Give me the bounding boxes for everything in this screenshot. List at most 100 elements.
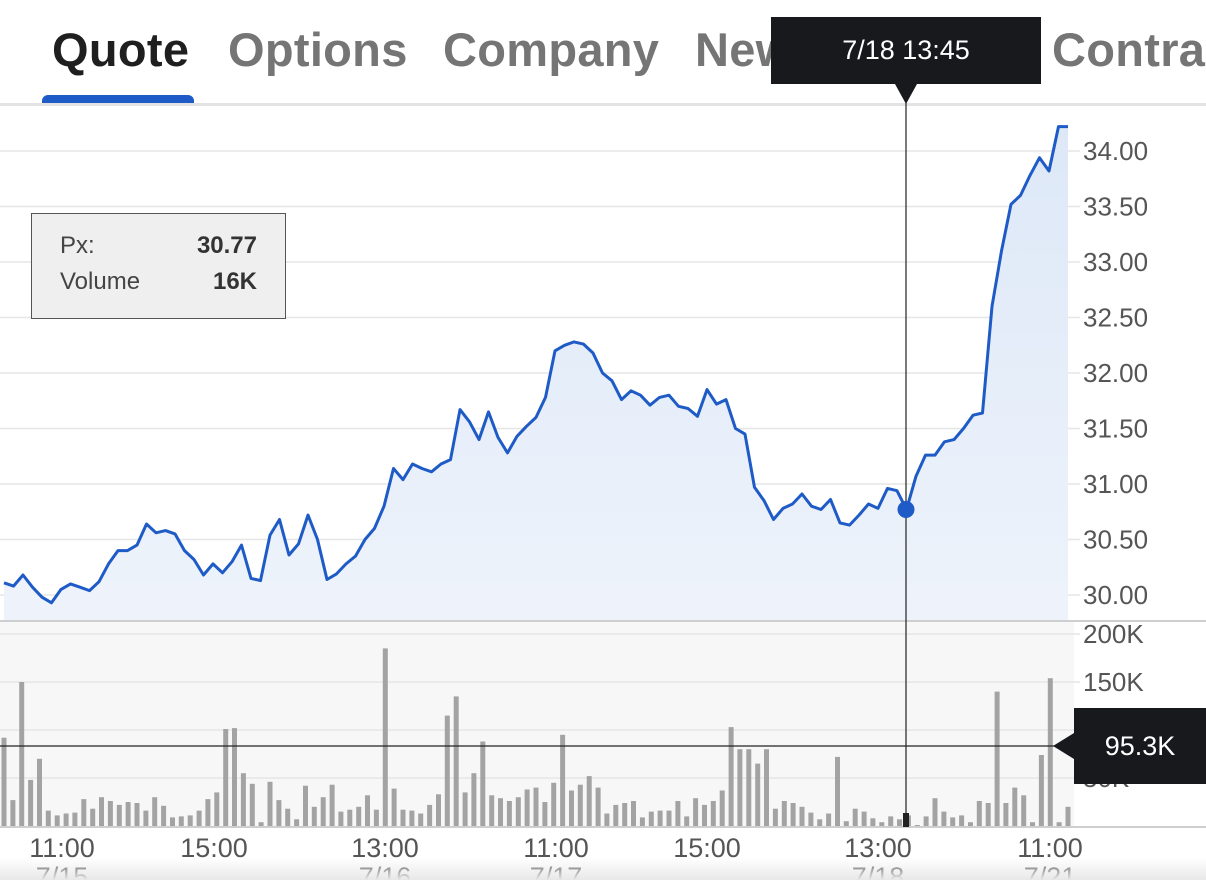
volume-bar [28,779,34,826]
volume-bar [542,802,548,826]
volume-value: 16K [212,268,257,295]
time-tooltip-pointer [895,84,917,104]
price-tick-label: 31.00 [1083,469,1148,499]
volume-bar [134,803,140,826]
price-tick-label: 33.00 [1083,247,1148,277]
volume-bar [985,803,991,826]
volume-bar [790,803,796,826]
volume-bar [835,756,840,826]
volume-bar [710,801,716,826]
volume-bar [950,817,956,826]
volume-bar [914,825,920,826]
volume-bar [462,792,468,826]
volume-tick-label: 150K [1083,667,1144,697]
volume-bar [861,811,867,826]
price-label: Px: [60,232,95,259]
volume-bar [551,782,557,826]
price-tick-label: 30.00 [1083,580,1148,610]
volume-bar [45,810,51,826]
volume-bar [932,798,938,826]
price-tick-label: 33.50 [1083,192,1148,222]
price-value: 30.77 [196,232,257,259]
volume-bar [639,817,645,826]
volume-bar [329,784,335,826]
volume-bar [533,787,539,826]
volume-bar [125,802,131,826]
volume-bar [1056,822,1062,826]
volume-bar [1047,678,1053,826]
volume-bar [214,792,220,826]
volume-label: Volume [60,268,141,295]
volume-bar [781,801,787,826]
volume-bar [72,812,78,826]
volume-bar [187,815,193,826]
volume-bar [480,741,486,826]
volume-bar [382,648,388,826]
volume-bar [152,797,158,826]
volume-bar [54,815,60,826]
volume-bar [826,813,832,826]
volume-bar [418,813,424,826]
volume-bar [772,808,778,826]
volume-bar [37,758,42,826]
volume-bar [276,800,282,826]
price-area [4,126,1068,621]
tab-quote[interactable]: Quote [52,23,190,76]
active-tab-indicator [42,95,194,103]
volume-bar [471,773,477,826]
volume-bar [258,822,264,826]
volume-bar [489,795,495,826]
volume-bar [249,783,255,826]
volume-bar [427,804,433,826]
volume-bar [808,812,814,826]
volume-bar [303,785,308,826]
volume-bar [817,819,823,826]
volume-bar [976,801,982,826]
volume-bar [595,787,601,826]
volume-bar [702,804,707,826]
volume-bar [923,816,929,826]
tab-company[interactable]: Company [443,23,660,76]
bottom-fade [0,858,1206,880]
volume-bar [515,797,521,826]
tab-contracts[interactable]: Contracts [1052,23,1206,76]
volume-bar [577,784,583,826]
volume-bar [1038,755,1044,826]
info-row-volume: Volume 16K [60,268,257,298]
volume-bar [223,729,229,826]
volume-bar [498,798,503,826]
volume-bar [799,806,805,826]
volume-bar [524,789,530,826]
volume-bar [657,810,663,826]
volume-bar [356,806,362,826]
volume-bar [338,811,344,826]
crosshair-point [897,501,915,519]
volume-bar [143,810,149,826]
volume-bar [311,806,317,826]
volume-bar [897,819,902,826]
volume-bar [675,801,681,826]
volume-bar [240,773,246,826]
volume-bar [879,822,885,826]
volume-bar [409,810,415,826]
volume-bar [453,696,459,826]
volume-bar [99,797,104,826]
crosshair-volume-bar [903,813,909,827]
tab-options[interactable]: Options [228,23,408,76]
volume-bar [506,801,512,826]
volume-bar [684,816,690,826]
volume-bar [1065,806,1071,826]
volume-bar [994,691,1000,826]
volume-bar [1030,822,1035,826]
volume-bar [764,749,769,826]
volume-bar [728,727,734,826]
volume-bar [178,816,184,826]
volume-bar [365,795,370,826]
volume-bar [81,799,87,826]
price-tick-label: 31.50 [1083,414,1148,444]
tab-bar: Quote Options Company News Contracts [0,0,1206,106]
volume-bar [320,797,326,826]
volume-bar [294,819,300,826]
volume-bar [888,816,894,826]
